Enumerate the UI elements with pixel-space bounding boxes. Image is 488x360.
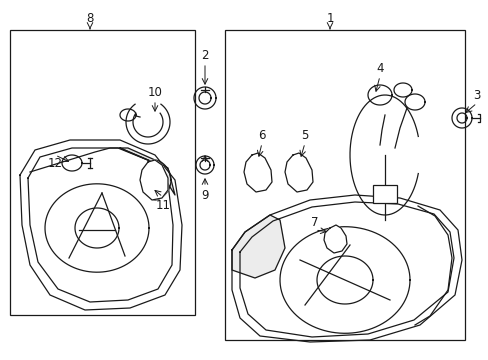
Text: 4: 4	[375, 62, 383, 75]
Polygon shape	[324, 225, 346, 253]
Text: 3: 3	[472, 89, 480, 102]
Text: 5: 5	[301, 129, 308, 141]
Text: 10: 10	[147, 86, 162, 99]
Text: 9: 9	[201, 189, 208, 202]
Text: 6: 6	[258, 129, 265, 141]
Text: 12: 12	[47, 157, 62, 170]
Text: 11: 11	[155, 198, 170, 212]
Polygon shape	[285, 153, 312, 192]
Polygon shape	[140, 160, 168, 200]
Text: 7: 7	[311, 216, 318, 229]
Text: 8: 8	[86, 12, 94, 24]
Bar	[224, 30, 464, 340]
Bar	[10, 30, 195, 315]
Text: 2: 2	[201, 49, 208, 62]
Bar	[372, 185, 396, 203]
Polygon shape	[244, 153, 271, 192]
Polygon shape	[231, 215, 285, 278]
Text: 1: 1	[325, 12, 333, 24]
Polygon shape	[120, 148, 175, 195]
